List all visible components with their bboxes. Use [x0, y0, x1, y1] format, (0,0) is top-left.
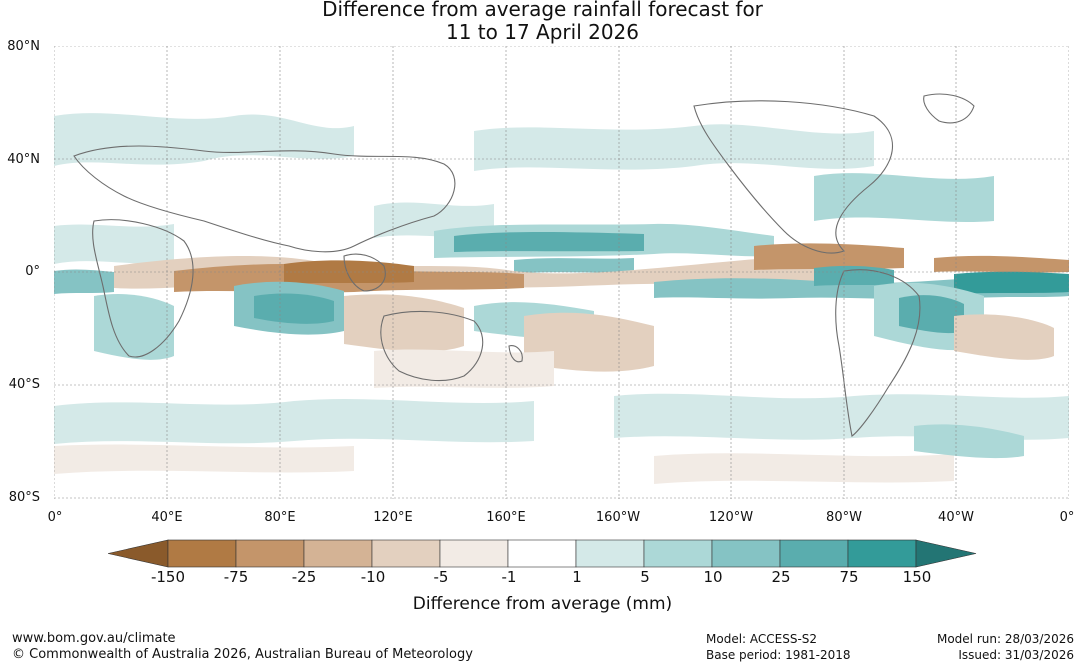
colorbar-bin: [167, 539, 237, 568]
new-zealand-outline: [508, 345, 523, 363]
colorbar-bin: [779, 539, 849, 568]
colorbar-bin: [575, 539, 645, 568]
colorbar-label: -10: [360, 568, 386, 586]
colorbar-bin: [711, 539, 781, 568]
colorbar: [108, 539, 977, 568]
lon-label-0-left: 0°: [47, 510, 63, 525]
colorbar-label: 1: [572, 568, 582, 586]
south-america-outline: [835, 269, 921, 437]
footer-url: www.bom.gov.au/climate: [12, 631, 176, 646]
colorbar-bin: [643, 539, 713, 568]
colorbar-title: Difference from average (mm): [412, 594, 673, 614]
coastlines: [73, 93, 975, 437]
lon-label-80e: 80°E: [264, 510, 296, 525]
lat-label-80n: 80°N: [7, 39, 40, 54]
graticule: [54, 46, 1069, 499]
title-line-2: 11 to 17 April 2026: [445, 20, 640, 44]
lon-label-120e: 120°E: [373, 510, 413, 525]
rainfall-anomaly-map: [54, 46, 1069, 499]
colorbar-extend-max: [915, 539, 977, 568]
lat-label-40n: 40°N: [7, 152, 40, 167]
footer-base-period: Base period: 1981-2018: [706, 648, 851, 662]
footer-model: Model: ACCESS-S2: [706, 632, 818, 646]
colorbar-label: -75: [223, 568, 249, 586]
north-america-outline: [693, 100, 893, 254]
colorbar-bin: [371, 539, 441, 568]
colorbar-label: -150: [150, 568, 186, 586]
colorbar-bin: [507, 539, 577, 568]
lon-label-80w: 80°W: [826, 510, 862, 525]
colorbar-bin: [439, 539, 509, 568]
colorbar-label: 10: [703, 568, 723, 586]
lat-label-equator: 0°: [25, 264, 40, 279]
map-title: Difference from average rainfall forecas…: [0, 0, 1085, 44]
eurasia-outline: [73, 145, 456, 253]
lon-label-40e: 40°E: [151, 510, 183, 525]
lon-label-160w: 160°W: [595, 510, 641, 525]
colorbar-bin: [847, 539, 917, 568]
lon-label-120w: 120°W: [708, 510, 754, 525]
anomaly-fields: [54, 113, 1069, 484]
lon-label-40w: 40°W: [938, 510, 974, 525]
maritime-continent-outline: [343, 253, 386, 292]
colorbar-label: 75: [839, 568, 859, 586]
colorbar-bin: [303, 539, 373, 568]
australia-outline: [380, 310, 484, 382]
colorbar-label: -5: [433, 568, 449, 586]
lon-label-0-right: 0°: [1059, 510, 1075, 525]
colorbar-label: -25: [291, 568, 317, 586]
title-line-1: Difference from average rainfall forecas…: [322, 0, 763, 21]
colorbar-label: 25: [771, 568, 791, 586]
lat-label-80s: 80°S: [8, 490, 40, 505]
colorbar-label: -1: [501, 568, 517, 586]
footer-copyright: © Commonwealth of Australia 2026, Austra…: [12, 647, 473, 662]
footer-issued: Issued: 31/03/2026: [958, 648, 1074, 662]
lon-label-160e: 160°E: [486, 510, 526, 525]
colorbar-extend-min: [108, 539, 169, 568]
footer-model-run: Model run: 28/03/2026: [936, 632, 1074, 646]
colorbar-label: 5: [640, 568, 650, 586]
greenland-outline: [923, 93, 975, 124]
colorbar-label: 150: [902, 568, 932, 586]
africa-outline: [92, 219, 194, 358]
colorbar-bin: [235, 539, 305, 568]
lat-label-40s: 40°S: [8, 377, 40, 392]
